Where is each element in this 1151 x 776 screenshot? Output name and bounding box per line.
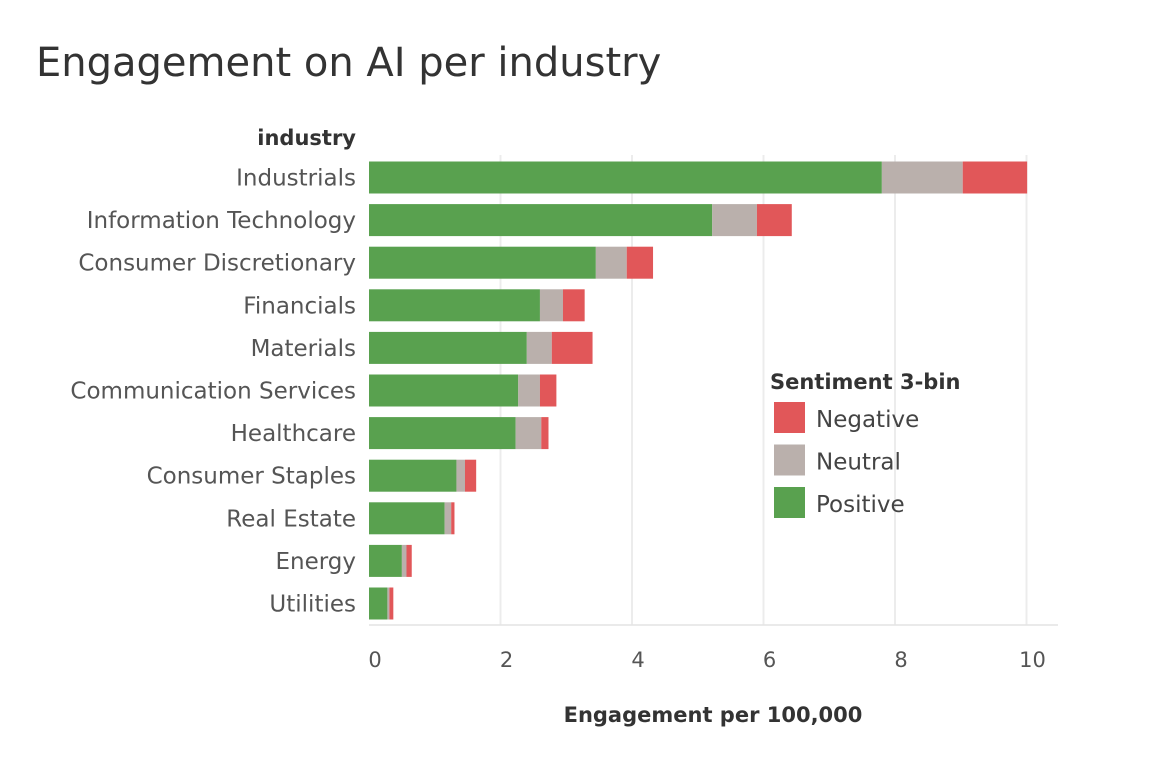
bar-negative-5	[539, 374, 557, 407]
bar-positive-9	[369, 544, 402, 577]
bar-negative-8	[451, 502, 455, 535]
legend-label-negative: Negative	[816, 407, 919, 433]
category-label: Communication Services	[70, 379, 356, 405]
bar-negative-0	[962, 161, 1028, 194]
legend-label-neutral: Neutral	[816, 450, 901, 476]
category-label: Industrials	[236, 166, 356, 192]
x-tick-label: 8	[894, 648, 907, 672]
category-label: Healthcare	[231, 421, 356, 447]
legend-swatch-negative	[774, 402, 805, 433]
category-label: Real Estate	[226, 506, 356, 532]
bar-positive-7	[369, 459, 457, 492]
x-axis-title: Engagement per 100,000	[564, 703, 863, 727]
bar-neutral-10	[387, 587, 390, 620]
bar-positive-5	[369, 374, 519, 407]
category-label: Utilities	[269, 592, 356, 618]
legend-swatch-neutral	[774, 444, 805, 476]
y-axis-title: industry	[257, 126, 356, 150]
x-tick-label: 4	[631, 648, 644, 672]
bar-neutral-7	[456, 459, 465, 492]
legend-swatch-positive	[774, 487, 805, 518]
x-tick-label: 10	[1019, 648, 1046, 672]
category-label: Information Technology	[87, 208, 356, 234]
legend-label-positive: Positive	[816, 492, 905, 518]
bar-neutral-0	[881, 161, 963, 194]
bar-positive-6	[369, 417, 516, 450]
bars	[369, 161, 1028, 620]
bar-negative-10	[389, 587, 394, 620]
bar-neutral-2	[595, 246, 627, 279]
bar-neutral-1	[712, 204, 757, 237]
bar-positive-0	[369, 161, 882, 194]
x-axis-ticks: 0 2 4 6 8 10	[368, 648, 1046, 672]
bar-neutral-9	[401, 544, 407, 577]
bar-positive-3	[369, 289, 540, 322]
bar-positive-2	[369, 246, 596, 279]
chart-title: Engagement on AI per industry	[36, 40, 662, 86]
x-tick-label: 2	[500, 648, 513, 672]
bar-positive-10	[369, 587, 388, 620]
bar-neutral-8	[444, 502, 452, 535]
category-labels: Industrials Information Technology Consume…	[70, 166, 356, 618]
bar-positive-1	[369, 204, 713, 237]
bar-negative-1	[756, 204, 792, 237]
category-label: Consumer Staples	[147, 464, 356, 490]
bar-negative-4	[551, 331, 593, 364]
x-tick-label: 6	[763, 648, 776, 672]
bar-neutral-3	[539, 289, 563, 322]
bar-negative-2	[626, 246, 654, 279]
category-label: Energy	[275, 549, 356, 575]
category-label: Consumer Discretionary	[78, 251, 356, 277]
bar-neutral-5	[518, 374, 540, 407]
bar-positive-8	[369, 502, 445, 535]
legend-title: Sentiment 3-bin	[770, 370, 961, 394]
x-tick-label: 0	[368, 648, 381, 672]
category-label: Financials	[243, 293, 356, 319]
bar-negative-6	[541, 417, 549, 450]
bar-negative-9	[406, 544, 412, 577]
bar-neutral-4	[526, 331, 552, 364]
bar-positive-4	[369, 331, 527, 364]
category-label: Materials	[251, 336, 356, 362]
legend: Sentiment 3-bin Negative Neutral Positive	[770, 370, 961, 518]
bar-negative-7	[464, 459, 477, 492]
bar-neutral-6	[515, 417, 542, 450]
bar-negative-3	[562, 289, 585, 322]
